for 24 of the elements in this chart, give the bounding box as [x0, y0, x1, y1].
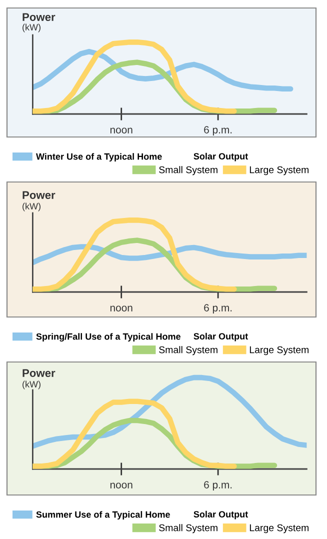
y-axis-title: (kW) — [22, 380, 40, 390]
y-axis-title: (kW) — [22, 202, 40, 212]
legend-label: Small System — [159, 346, 218, 356]
y-axis-title: (kW) — [22, 24, 40, 32]
chart-title: Power — [22, 191, 56, 199]
legend-label: Spring/Fall Use of a Typical Home — [36, 333, 180, 342]
x-tick-label: noon — [110, 482, 132, 488]
x-tick-label: noon — [110, 306, 132, 312]
legend-label: Large System — [250, 166, 308, 176]
legend-label: Summer Use of a Typical Home — [36, 511, 170, 520]
chart-title: Power — [22, 369, 56, 377]
legend-label: Small System — [159, 166, 218, 176]
x-tick-label: 6 p.m. — [204, 481, 232, 491]
legend-title: Solar Output — [194, 510, 248, 520]
legend-label: Winter Use of a Typical Home — [36, 153, 162, 162]
x-tick-label: 6 p.m. — [204, 304, 232, 314]
legend-title: Solar Output — [194, 332, 248, 342]
x-tick-label: 6 p.m. — [204, 126, 232, 136]
chart-title: Power — [22, 13, 56, 21]
x-tick-label: noon — [110, 128, 132, 134]
legend-label: Large System — [250, 524, 308, 534]
legend-label: Small System — [159, 524, 218, 534]
legend-label: Large System — [250, 346, 308, 356]
legend-title: Solar Output — [194, 152, 248, 162]
